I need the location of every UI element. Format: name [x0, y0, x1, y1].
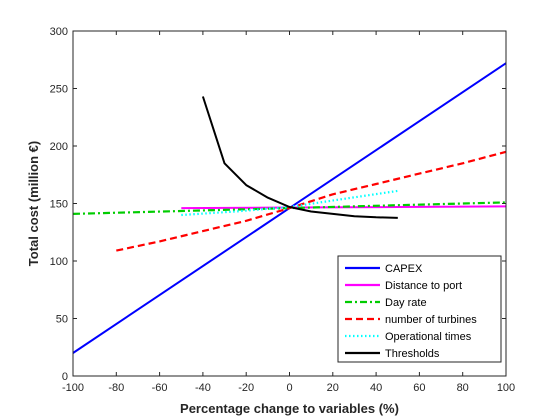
legend-box: [337, 255, 502, 363]
legend-entries: CAPEX Distance to port Day rate number of t…: [345, 263, 477, 360]
legend-label-operational-times: Operational times: [385, 331, 472, 343]
y-tick-label: 300: [50, 26, 68, 38]
x-tick-label: 40: [370, 382, 382, 394]
x-tick-label: 60: [413, 382, 425, 394]
x-tick-label: -80: [108, 382, 124, 394]
x-tick-label: -20: [238, 382, 254, 394]
x-tick-label: -100: [62, 382, 84, 394]
x-tick-label: -40: [195, 382, 211, 394]
legend-label-day-rate: Day rate: [385, 297, 427, 309]
y-tick-label: 100: [50, 256, 68, 268]
y-axis-title: Total cost (million €): [26, 141, 41, 266]
y-tick-label: 200: [50, 141, 68, 153]
series-line-number-of-turbines: [116, 150, 507, 252]
legend-label-thresholds: Thresholds: [385, 348, 440, 360]
legend-label-distance-to-port: Distance to port: [385, 280, 462, 292]
x-tick-label: 80: [457, 382, 469, 394]
x-axis-title: Percentage change to variables (%): [180, 401, 399, 416]
y-tick-label: 150: [50, 199, 68, 211]
tick-layer: -100 -80 -60 -40 -20 0 20 40 60 80 100 0 50 100 150 200…: [50, 26, 516, 394]
y-tick-label: 50: [56, 314, 68, 326]
series-layer: [72, 62, 507, 354]
x-tick-label: -60: [152, 382, 168, 394]
x-tick-label: 20: [327, 382, 339, 394]
legend: CAPEX Distance to port Day rate number of t…: [337, 255, 502, 363]
x-tick-label: 100: [497, 382, 515, 394]
legend-label-capex: CAPEX: [385, 263, 423, 275]
y-tick-label: 250: [50, 84, 68, 96]
series-line-thresholds: [201, 96, 398, 219]
legend-label-number-of-turbines: number of turbines: [385, 314, 477, 326]
x-tick-label: 0: [286, 382, 292, 394]
y-tick-label: 0: [62, 371, 68, 383]
